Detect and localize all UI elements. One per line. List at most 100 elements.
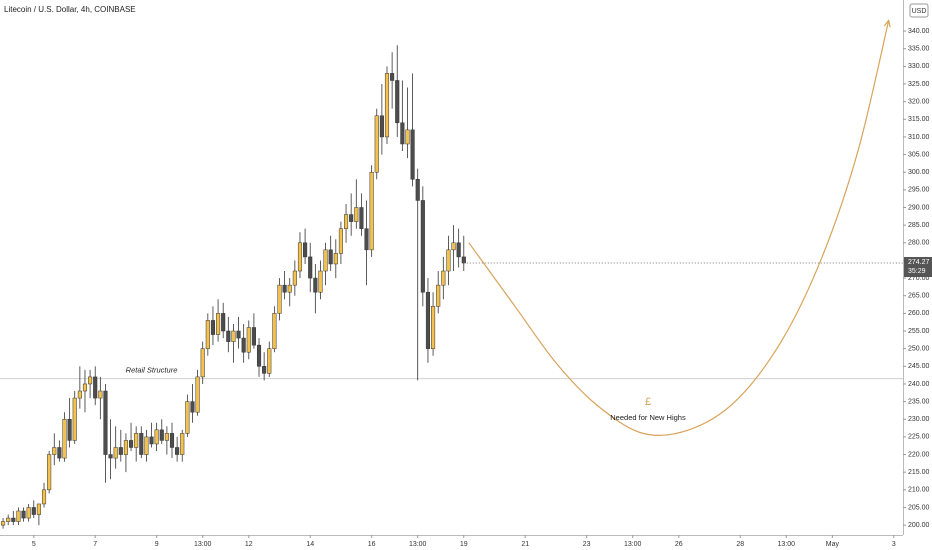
candle-body [128, 440, 134, 448]
y-tick-label: 240.00 [908, 381, 930, 388]
candle-body [436, 284, 441, 307]
candle-body [200, 348, 205, 378]
projection-note: Needed for New Highs [610, 413, 686, 422]
candle-body [318, 270, 323, 293]
y-tick-label: 205.00 [908, 504, 930, 511]
candle-body [21, 510, 26, 519]
y-tick-label: 310.00 [908, 134, 930, 141]
candle-body [190, 401, 195, 413]
candle-body [231, 330, 236, 342]
candle-body [47, 454, 52, 491]
candle-body [123, 440, 128, 455]
candle-body [308, 256, 313, 279]
x-tick-label: 26 [675, 541, 683, 548]
x-tick-label: 28 [736, 541, 744, 548]
candle-body [359, 207, 364, 229]
candle-body [16, 510, 21, 522]
candle-body [282, 284, 287, 293]
candle-body [139, 433, 144, 455]
candle-body [185, 401, 190, 434]
candle-body [272, 313, 277, 349]
y-tick-label: 220.00 [908, 451, 930, 458]
candle-body [77, 390, 82, 399]
x-tick-label: 13:00 [778, 541, 796, 548]
candle-body [113, 447, 118, 459]
candle-body [451, 242, 456, 251]
candle-body [98, 390, 103, 399]
candle-body [277, 284, 282, 314]
candle-body [6, 517, 11, 522]
candle-body [267, 348, 272, 374]
candle-body [333, 253, 338, 265]
candle-body [31, 507, 36, 515]
candle-body [400, 122, 405, 145]
candle-body [343, 214, 349, 229]
y-tick-label: 295.00 [908, 187, 930, 194]
x-tick-label: 23 [583, 541, 591, 548]
candle-body [221, 313, 226, 332]
y-tick-label: 250.00 [908, 346, 930, 353]
candle-body [246, 327, 251, 353]
candle-body [88, 376, 93, 385]
y-tick-label: 235.00 [908, 398, 930, 405]
candle-body [374, 115, 379, 173]
y-tick-label: 315.00 [908, 116, 930, 123]
x-tick-label: 13:00 [409, 541, 427, 548]
candle-body [67, 418, 72, 441]
candle-body [425, 291, 431, 349]
candle-body [354, 207, 359, 222]
candle-body [456, 242, 461, 258]
candle-body [262, 366, 267, 374]
last-price-badge [904, 257, 932, 278]
candle-body [251, 327, 256, 346]
candle-body [241, 337, 246, 353]
countdown-label: 35:29 [908, 268, 926, 275]
candle-body [369, 171, 374, 251]
level-label: Retail Structure [126, 366, 178, 375]
candle-body [349, 214, 354, 222]
candle-body [26, 507, 31, 519]
projection-arrowhead [883, 19, 891, 28]
y-tick-label: 255.00 [908, 328, 930, 335]
chart-title: Litecoin / U.S. Dollar, 4h, COINBASE [4, 5, 136, 14]
currency-label: USD [912, 8, 927, 15]
candle-body [338, 228, 343, 254]
candle-body [405, 129, 410, 145]
candle-body [384, 73, 390, 138]
x-tick-label: 12 [245, 541, 253, 548]
candle-body [323, 249, 328, 272]
candle-body [292, 270, 297, 286]
candle-body [364, 228, 369, 251]
x-tick-label: 14 [306, 541, 314, 548]
candle-body [226, 330, 231, 342]
candle-body [410, 129, 415, 180]
candle-body [420, 200, 425, 293]
x-tick-label: 9 [155, 541, 159, 548]
candle-body [313, 277, 318, 293]
y-tick-label: 305.00 [908, 151, 930, 158]
x-tick-label: 13:00 [624, 541, 642, 548]
y-tick-label: 290.00 [908, 204, 930, 211]
candle-body [441, 270, 446, 286]
candle-body [431, 306, 436, 349]
y-tick-label: 330.00 [908, 63, 930, 70]
candle-body [216, 313, 221, 335]
candle-body [82, 383, 88, 392]
candle-body [328, 249, 333, 265]
candle-body [390, 73, 395, 81]
y-tick-label: 225.00 [908, 434, 930, 441]
y-tick-label: 260.00 [908, 310, 930, 317]
y-tick-label: 340.00 [908, 28, 930, 35]
candle-body [144, 436, 149, 455]
candle-body [108, 454, 113, 459]
candle-body [236, 330, 241, 339]
y-tick-label: 265.00 [908, 293, 930, 300]
x-tick-label: 19 [460, 541, 468, 548]
candle-body [118, 447, 123, 455]
candle-body [175, 447, 180, 455]
projection-symbol: £ [645, 396, 651, 408]
x-tick-label: 5 [32, 541, 36, 548]
candle-body [36, 503, 41, 515]
candle-body [395, 80, 400, 124]
